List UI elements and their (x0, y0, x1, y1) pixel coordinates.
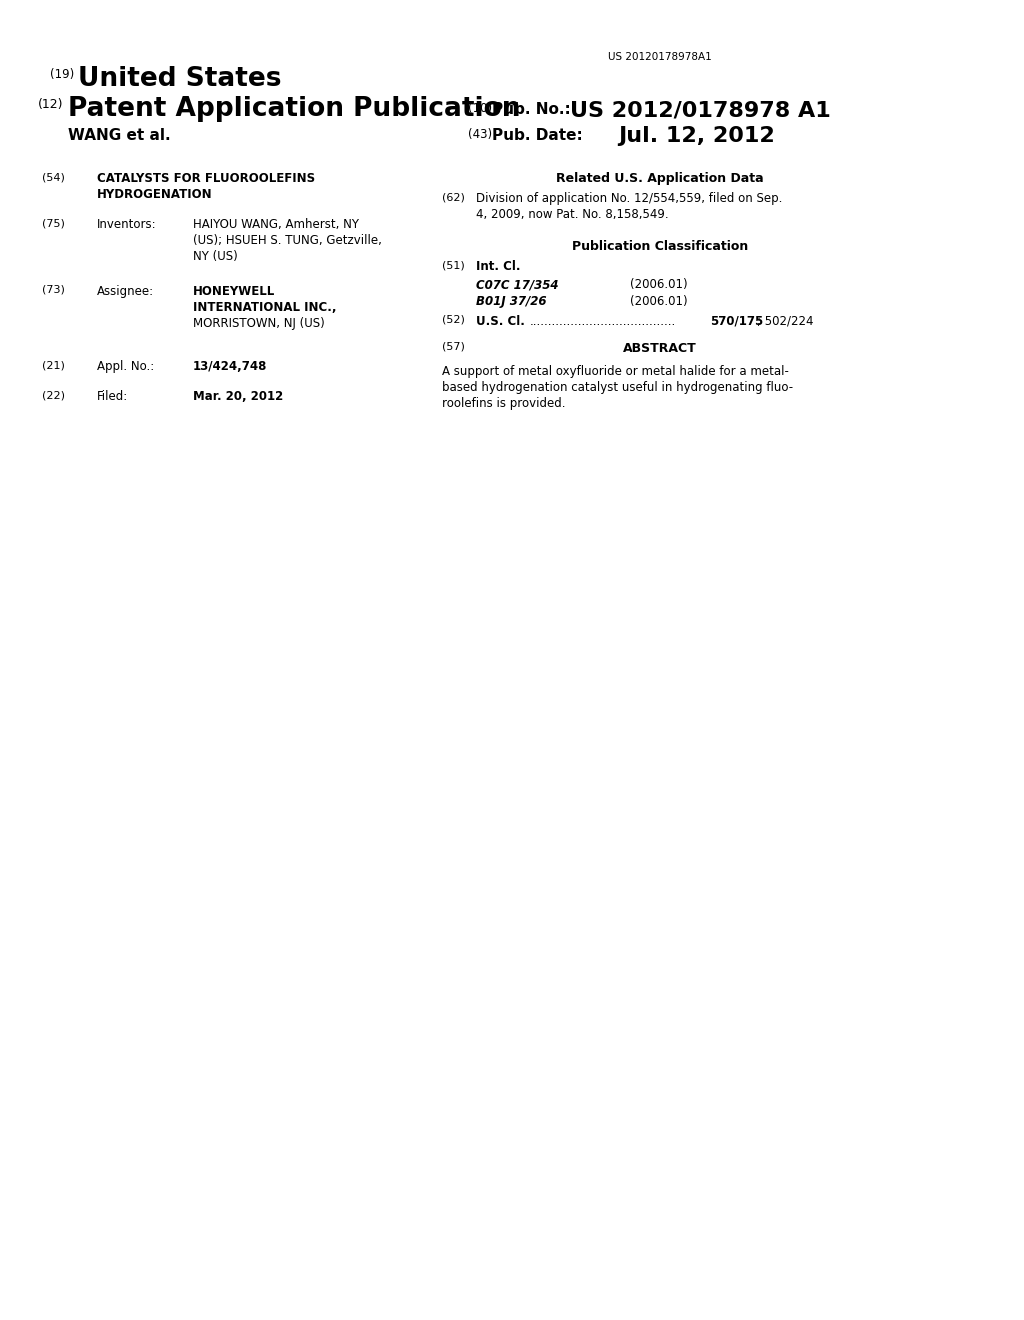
Text: WANG et al.: WANG et al. (68, 128, 171, 143)
Text: MORRISTOWN, NJ (US): MORRISTOWN, NJ (US) (193, 317, 325, 330)
Text: Assignee:: Assignee: (97, 285, 155, 298)
Text: (21): (21) (42, 360, 65, 370)
Text: based hydrogenation catalyst useful in hydrogenating fluo-: based hydrogenation catalyst useful in h… (442, 381, 794, 393)
Text: US 2012/0178978 A1: US 2012/0178978 A1 (570, 100, 830, 120)
Text: INTERNATIONAL INC.,: INTERNATIONAL INC., (193, 301, 337, 314)
Text: (54): (54) (42, 172, 65, 182)
Text: Mar. 20, 2012: Mar. 20, 2012 (193, 389, 284, 403)
Text: (52): (52) (442, 315, 465, 325)
Text: (62): (62) (442, 191, 465, 202)
Text: (US); HSUEH S. TUNG, Getzville,: (US); HSUEH S. TUNG, Getzville, (193, 234, 382, 247)
Text: US 20120178978A1: US 20120178978A1 (608, 51, 712, 62)
Text: (22): (22) (42, 389, 65, 400)
Text: roolefins is provided.: roolefins is provided. (442, 397, 565, 411)
Text: (51): (51) (442, 260, 465, 271)
Text: (12): (12) (38, 98, 63, 111)
Text: 4, 2009, now Pat. No. 8,158,549.: 4, 2009, now Pat. No. 8,158,549. (476, 209, 669, 220)
Text: Publication Classification: Publication Classification (571, 240, 749, 253)
Text: Filed:: Filed: (97, 389, 128, 403)
Text: 570/175: 570/175 (710, 315, 763, 327)
Text: (75): (75) (42, 218, 65, 228)
Text: Related U.S. Application Data: Related U.S. Application Data (556, 172, 764, 185)
Text: Patent Application Publication: Patent Application Publication (68, 96, 520, 121)
Text: HAIYOU WANG, Amherst, NY: HAIYOU WANG, Amherst, NY (193, 218, 359, 231)
Text: A support of metal oxyfluoride or metal halide for a metal-: A support of metal oxyfluoride or metal … (442, 366, 788, 378)
Text: Pub. No.:: Pub. No.: (492, 102, 570, 117)
Text: Inventors:: Inventors: (97, 218, 157, 231)
Text: CATALYSTS FOR FLUOROOLEFINS: CATALYSTS FOR FLUOROOLEFINS (97, 172, 315, 185)
Text: (57): (57) (442, 342, 465, 352)
Text: Pub. Date:: Pub. Date: (492, 128, 583, 143)
Text: (10): (10) (468, 102, 493, 115)
Text: HYDROGENATION: HYDROGENATION (97, 187, 213, 201)
Text: U.S. Cl.: U.S. Cl. (476, 315, 525, 327)
Text: ABSTRACT: ABSTRACT (624, 342, 697, 355)
Text: B01J 37/26: B01J 37/26 (476, 294, 547, 308)
Text: (73): (73) (42, 285, 65, 294)
Text: (19): (19) (50, 69, 75, 81)
Text: .......................................: ....................................... (530, 315, 676, 327)
Text: United States: United States (78, 66, 282, 92)
Text: Int. Cl.: Int. Cl. (476, 260, 520, 273)
Text: Division of application No. 12/554,559, filed on Sep.: Division of application No. 12/554,559, … (476, 191, 782, 205)
Text: (2006.01): (2006.01) (630, 279, 688, 290)
Text: C07C 17/354: C07C 17/354 (476, 279, 558, 290)
Text: ; 502/224: ; 502/224 (757, 315, 813, 327)
Text: Jul. 12, 2012: Jul. 12, 2012 (618, 125, 775, 147)
Text: (2006.01): (2006.01) (630, 294, 688, 308)
Text: HONEYWELL: HONEYWELL (193, 285, 275, 298)
Text: 13/424,748: 13/424,748 (193, 360, 267, 374)
Text: NY (US): NY (US) (193, 249, 238, 263)
Text: (43): (43) (468, 128, 493, 141)
Text: Appl. No.:: Appl. No.: (97, 360, 155, 374)
